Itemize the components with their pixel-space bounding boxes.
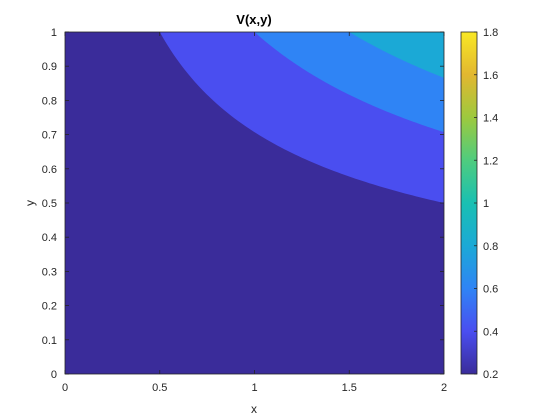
x-tick-label: 2 xyxy=(441,382,447,394)
colorbar-tick-label: 0.8 xyxy=(483,241,498,253)
y-tick-label: 0.7 xyxy=(42,130,57,142)
y-axis-label: y xyxy=(23,200,37,206)
colorbar-tick-label: 0.2 xyxy=(483,369,498,381)
y-axis: 0 0.1 0.2 0.3 0.4 0.5 0.6 0.7 0.8 0.9 1 xyxy=(42,27,444,381)
y-tick-label: 1 xyxy=(51,27,57,39)
y-tick-label: 0.3 xyxy=(42,266,57,278)
chart-title: V(x,y) xyxy=(236,12,271,27)
y-tick-label: 0 xyxy=(51,369,57,381)
y-tick-label: 0.8 xyxy=(42,95,57,107)
contour-plot-area xyxy=(65,32,444,374)
y-tick-label: 0.9 xyxy=(42,61,57,73)
y-tick-label: 0.4 xyxy=(42,232,57,244)
colorbar: 0.2 0.4 0.6 0.8 1 1.2 1.4 1.6 1.8 xyxy=(460,27,498,381)
colorbar-tick-label: 1.8 xyxy=(483,27,498,39)
x-tick-label: 1.5 xyxy=(342,382,357,394)
x-axis-label: x xyxy=(251,402,257,416)
colorbar-tick-label: 1.4 xyxy=(483,113,498,125)
x-tick-label: 1 xyxy=(251,382,257,394)
contour-band xyxy=(349,32,444,78)
colorbar-tick-label: 0.4 xyxy=(483,326,498,338)
colorbar-tick-label: 1.6 xyxy=(483,70,498,82)
y-tick-label: 0.5 xyxy=(42,198,57,210)
colorbar-tick-label: 0.6 xyxy=(483,284,498,296)
colorbar-tick-label: 1 xyxy=(483,198,489,210)
x-axis: 0 0.5 1 1.5 2 xyxy=(62,32,447,394)
y-tick-label: 0.6 xyxy=(42,164,57,176)
colorbar-tick-label: 1.2 xyxy=(483,155,498,167)
y-tick-label: 0.2 xyxy=(42,301,57,313)
y-tick-label: 0.1 xyxy=(42,335,57,347)
x-tick-label: 0 xyxy=(62,382,68,394)
x-tick-label: 0.5 xyxy=(152,382,167,394)
